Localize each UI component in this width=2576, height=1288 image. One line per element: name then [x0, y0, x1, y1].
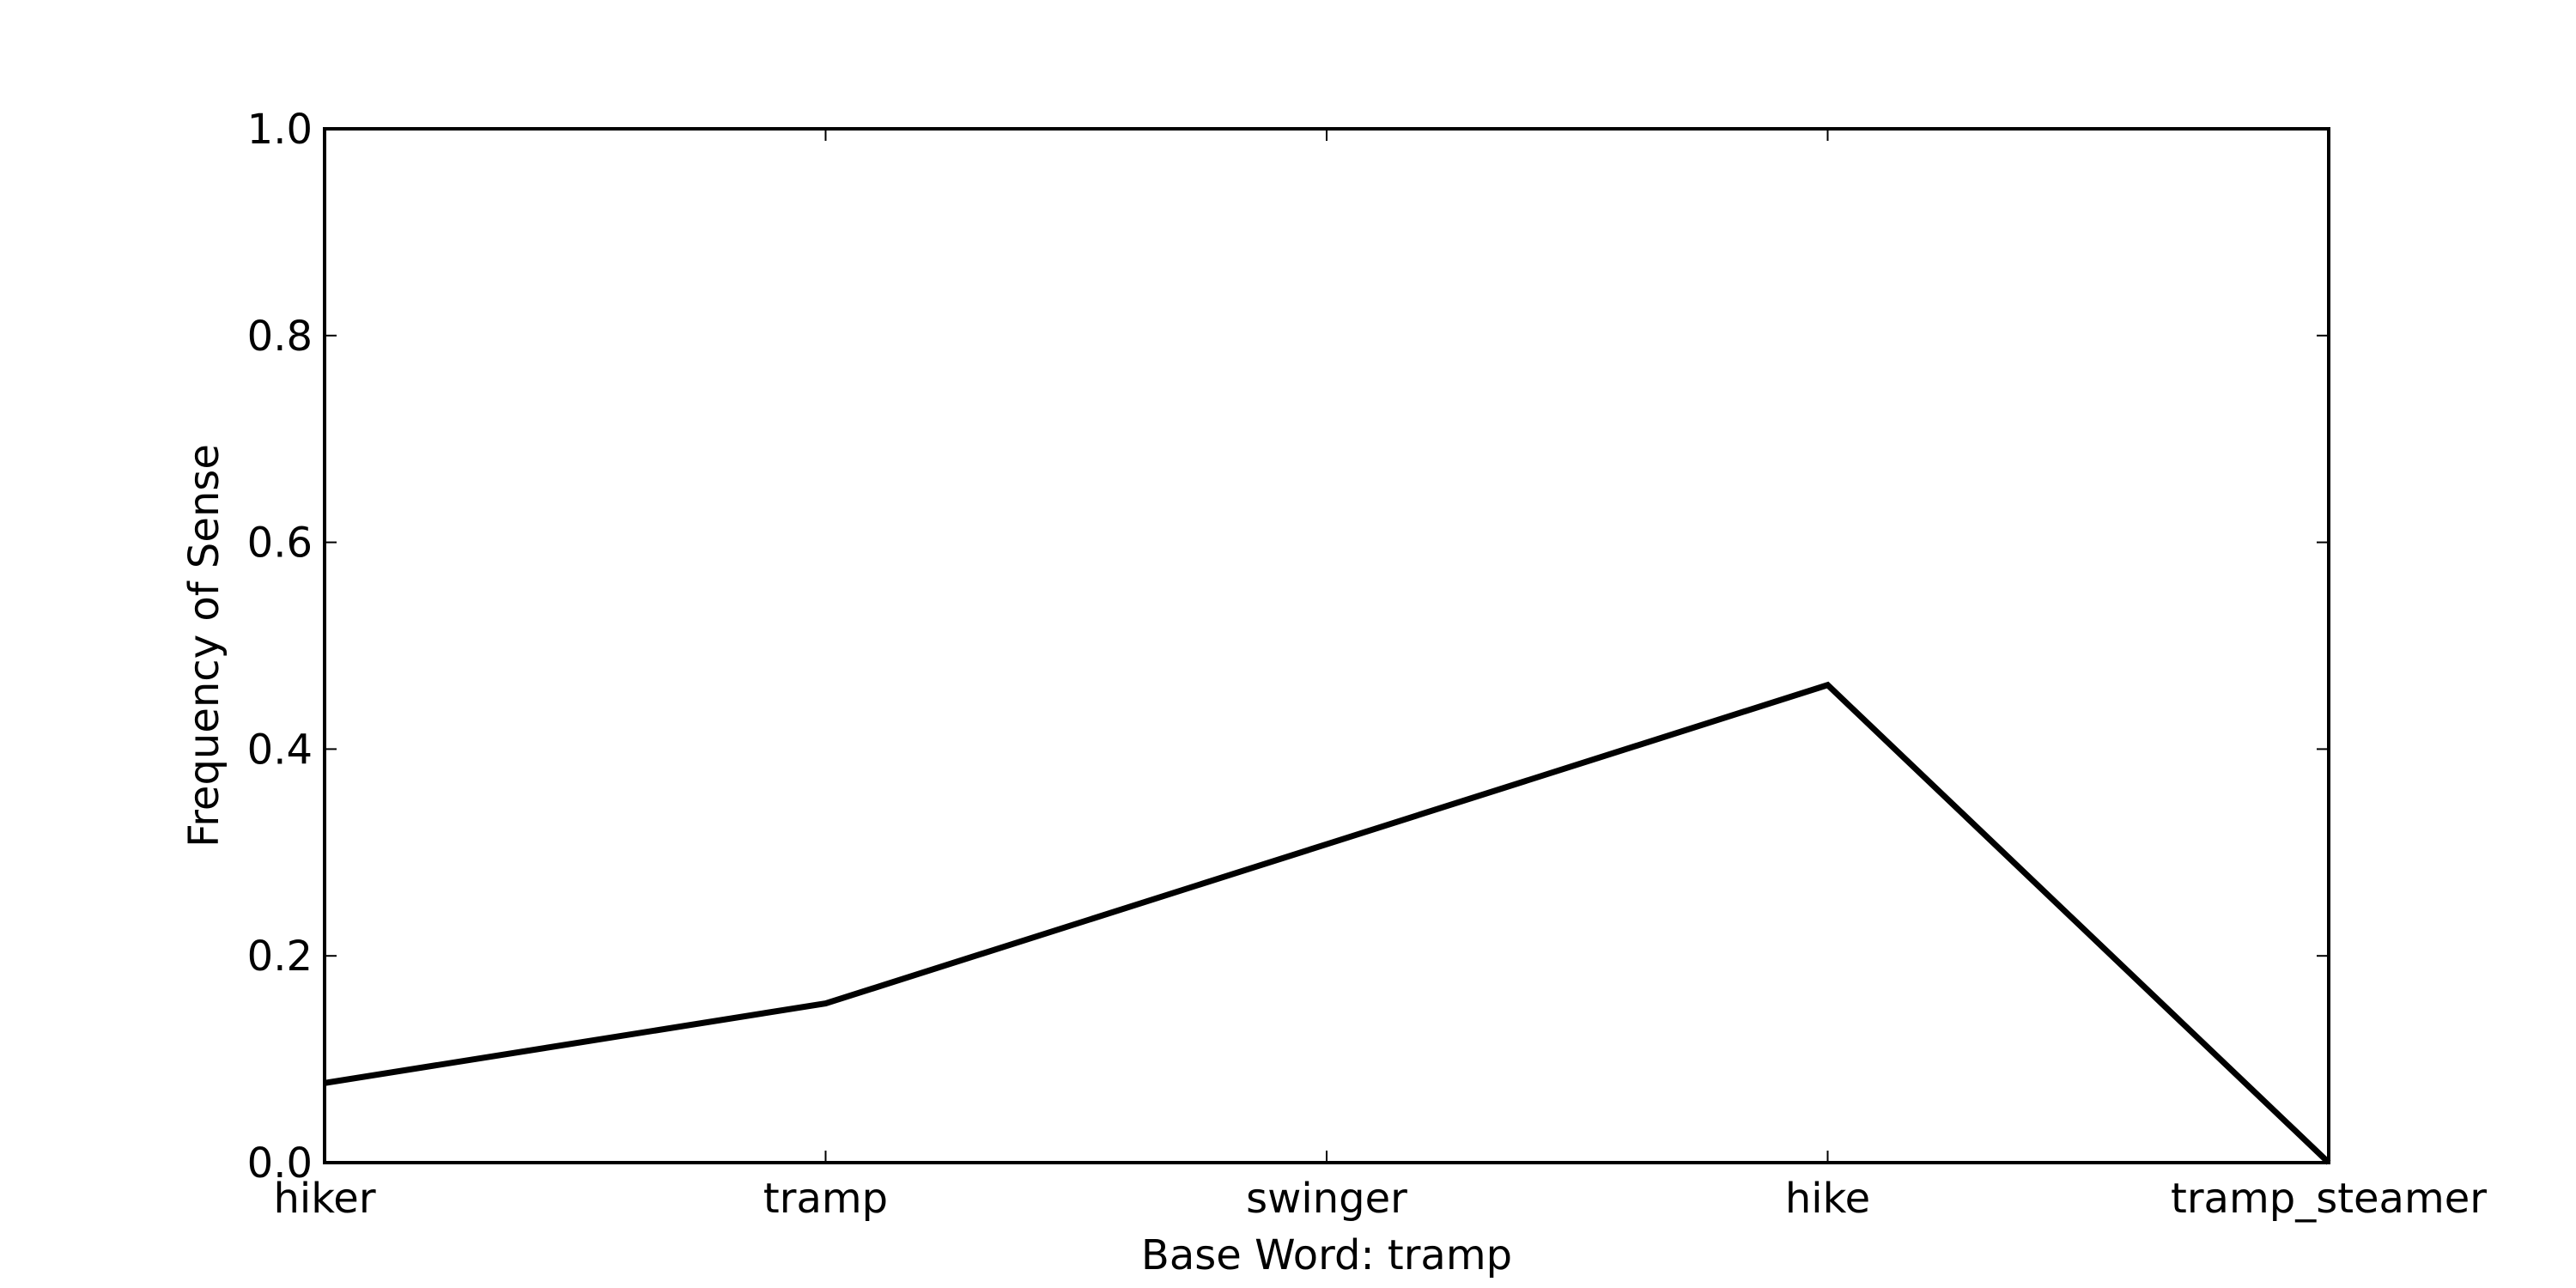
y-tick-label: 0.0 — [247, 1139, 313, 1188]
y-tick-label: 0.4 — [247, 726, 313, 774]
y-tick-label: 1.0 — [247, 106, 313, 154]
x-axis-label: Base Word: tramp — [1141, 1231, 1512, 1279]
y-tick-label: 0.6 — [247, 519, 313, 568]
x-tick-label: hiker — [273, 1175, 375, 1223]
plot-frame — [323, 127, 2330, 1164]
y-tick-label: 0.2 — [247, 933, 313, 981]
y-axis-label: Frequency of Sense — [180, 444, 228, 848]
x-tick-label: tramp_steamer — [2171, 1175, 2487, 1223]
x-tick-label: hike — [1785, 1175, 1870, 1223]
y-tick-labels: 0.0 0.2 0.4 0.6 0.8 1.0 — [247, 106, 313, 1188]
x-tick-labels: hiker tramp swinger hike tramp_steamer — [273, 1175, 2487, 1223]
series-line — [324, 681, 2331, 1165]
x-tick-label: tramp — [763, 1175, 888, 1223]
tick-marks — [324, 128, 2330, 1163]
x-tick-label: swinger — [1246, 1175, 1407, 1223]
y-tick-label: 0.8 — [247, 313, 313, 361]
